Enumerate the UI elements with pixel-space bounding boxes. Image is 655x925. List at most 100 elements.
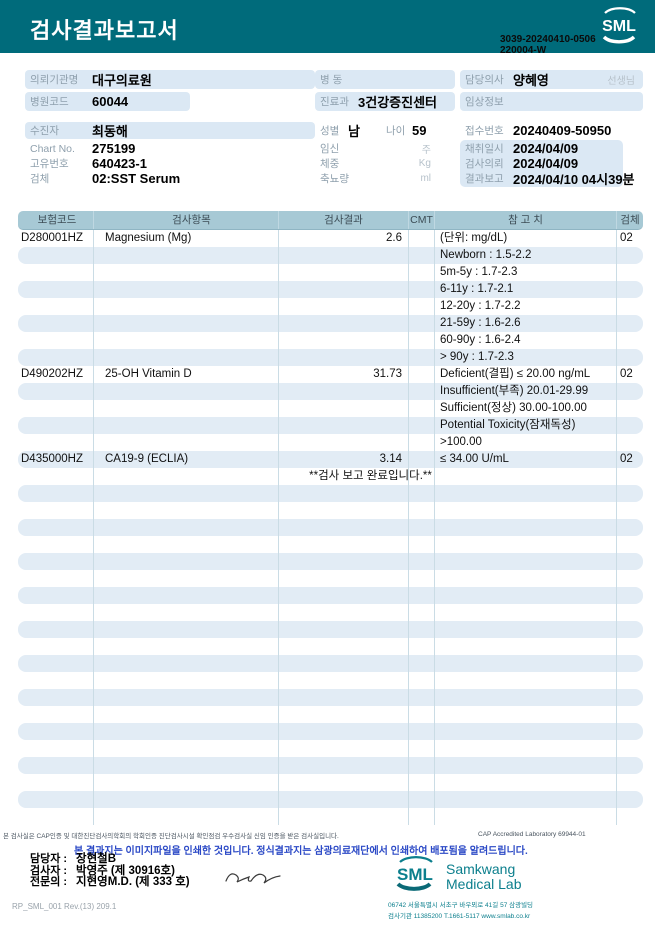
field-ordering-org: 의뢰기관명 대구의료원	[25, 70, 315, 89]
cell-cmt	[409, 332, 435, 349]
cell-result: 3.14	[279, 451, 409, 468]
receipt-no-label: 접수번호	[465, 125, 504, 137]
cell-result	[279, 281, 409, 298]
cell-spec: 02	[620, 453, 633, 465]
header-insurance-code: 보험코드	[18, 211, 94, 229]
field-pregnancy: 임신 주	[315, 141, 445, 156]
cell-cmt	[409, 349, 435, 366]
cell-result	[279, 723, 409, 740]
cell-ref	[435, 468, 617, 485]
cell-cmt	[409, 400, 435, 417]
cell-cmt	[409, 230, 435, 247]
table-row	[18, 621, 643, 638]
cell-name	[94, 774, 279, 791]
cell-code	[18, 774, 94, 791]
urine-volume-label: 축뇨량	[320, 173, 349, 185]
cell-result	[279, 706, 409, 723]
cell-cmt	[409, 604, 435, 621]
cell-code	[18, 638, 94, 655]
cell-code	[18, 655, 94, 672]
cell-code	[18, 621, 94, 638]
cell-ref	[435, 536, 617, 553]
cell-result	[279, 332, 409, 349]
cell-code	[18, 757, 94, 774]
cell-cmt	[409, 672, 435, 689]
cell-name	[94, 485, 279, 502]
cell-ref: ≤ 34.00 U/mL	[435, 451, 617, 468]
signature-icon	[224, 869, 282, 892]
cell-cmt	[409, 264, 435, 281]
table-row	[18, 604, 643, 621]
cell-spec	[617, 468, 643, 485]
cell-name	[94, 349, 279, 366]
header-band: 검사결과보고서 SML 3039-20240410-0506 220004-W	[0, 0, 655, 56]
cell-code	[18, 434, 94, 451]
cell-name	[94, 757, 279, 774]
cell-ref: >100.00	[435, 434, 617, 451]
ward-label: 병 동	[320, 74, 343, 86]
cell-ref	[435, 723, 617, 740]
cell-name	[94, 247, 279, 264]
field-urine-volume: 축뇨량 ml	[315, 171, 445, 186]
cell-name	[94, 315, 279, 332]
cell-code	[18, 723, 94, 740]
cell-code	[18, 570, 94, 587]
cell-cmt	[409, 587, 435, 604]
cell-spec	[617, 604, 643, 621]
cell-name	[94, 655, 279, 672]
cell-cmt	[409, 808, 435, 825]
cell-cmt	[409, 553, 435, 570]
cell-name	[94, 519, 279, 536]
cell-ref	[435, 485, 617, 502]
table-row: 5m-5y : 1.7-2.3	[18, 264, 643, 281]
table-row	[18, 791, 643, 808]
table-row	[18, 723, 643, 740]
cell-name	[94, 689, 279, 706]
cell-code	[18, 791, 94, 808]
cell-spec	[617, 791, 643, 808]
field-department: 진료과 3건강증진센터	[315, 92, 455, 111]
cell-result	[279, 655, 409, 672]
cell-name: CA19-9 (ECLIA)	[94, 451, 279, 468]
cell-result	[279, 298, 409, 315]
cell-result: 2.6	[279, 230, 409, 247]
results-table-header: 보험코드 검사항목 검사결과 CMT 참 고 치 검체	[18, 211, 643, 230]
clinical-info-label: 임상정보	[465, 96, 504, 108]
cell-ref: Potential Toxicity(잠재독성)	[435, 417, 617, 434]
document-code: RP_SML_001 Rev.(13) 209.1	[12, 902, 117, 911]
cell-code	[18, 315, 94, 332]
cell-cmt	[409, 366, 435, 383]
cell-spec: 02	[620, 232, 633, 244]
ordering-org-value: 대구의료원	[92, 73, 152, 88]
table-row: Potential Toxicity(잠재독성)	[18, 417, 643, 434]
cell-spec	[617, 536, 643, 553]
table-row: > 90y : 1.7-2.3	[18, 349, 643, 366]
cell-cmt	[409, 689, 435, 706]
header-cmt: CMT	[409, 211, 435, 229]
cell-ref	[435, 740, 617, 757]
table-row: 6-11y : 1.7-2.1	[18, 281, 643, 298]
cell-code: D280001HZ	[18, 230, 94, 247]
cell-spec	[617, 400, 643, 417]
lab-contact: 검사기관 11385200 T.1661-5117 www.smlab.co.k…	[388, 913, 531, 920]
cell-code	[18, 247, 94, 264]
specimen-value: 02:SST Serum	[92, 171, 181, 186]
table-row	[18, 570, 643, 587]
age-value: 59	[412, 123, 427, 138]
lab-identity-block: SML Samkwang Medical Lab 06742 서울특별시 서초구…	[388, 854, 618, 921]
cell-spec	[617, 672, 643, 689]
report-id: 3039-20240410-0506 220004-W	[500, 34, 596, 56]
cell-result	[279, 315, 409, 332]
cell-cmt	[409, 757, 435, 774]
table-row	[18, 638, 643, 655]
cell-code	[18, 468, 94, 485]
field-patient: 수진자 최동해	[25, 122, 315, 139]
cell-cmt	[409, 485, 435, 502]
weight-unit: Kg	[418, 158, 431, 169]
cell-spec	[617, 247, 643, 264]
age-label: 나이	[386, 125, 406, 137]
cell-name	[94, 281, 279, 298]
cell-cmt	[409, 536, 435, 553]
cell-cmt	[409, 315, 435, 332]
